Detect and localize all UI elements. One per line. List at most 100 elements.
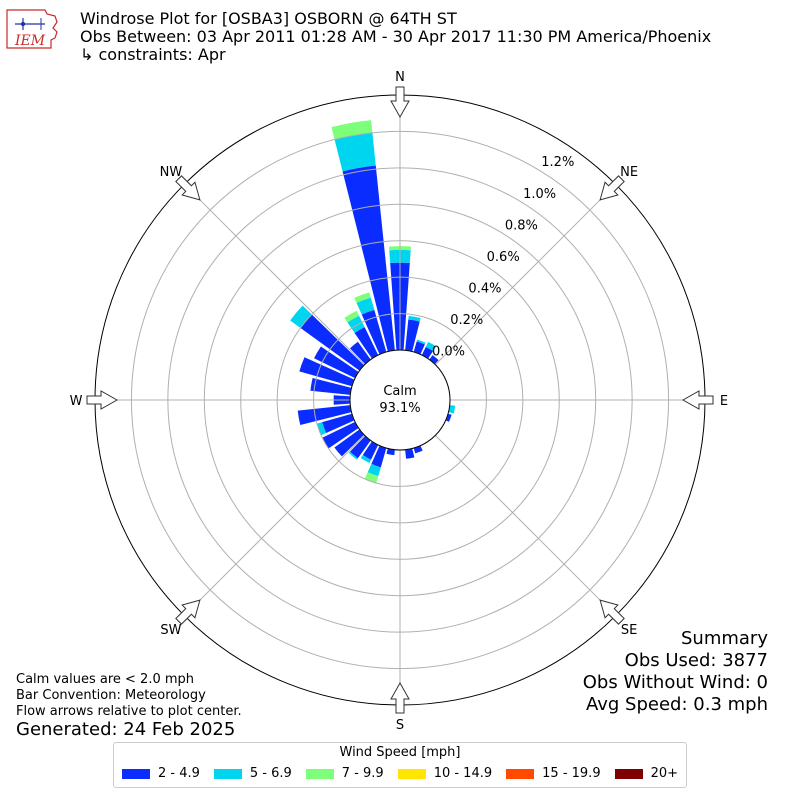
bar-230-bin-0 <box>334 429 365 457</box>
calm-value: 93.1% <box>379 401 420 416</box>
bar-210-bin-1 <box>360 454 371 464</box>
radial-tick-label-3: 0.6% <box>487 250 520 265</box>
bar-30-bin-1 <box>425 341 437 352</box>
summary-obs-without-wind: Obs Without Wind: 0 <box>582 672 768 693</box>
flow-arrow-sw <box>175 599 201 625</box>
bar-350-bin-2 <box>331 120 373 140</box>
legend-label-0: 2 - 4.9 <box>157 766 200 781</box>
bar-200-bin-2 <box>364 472 379 484</box>
legend-label-4: 15 - 19.9 <box>542 766 601 781</box>
bar-250-bin-1 <box>316 422 327 436</box>
generated-date: Generated: 24 Feb 2025 <box>16 719 236 740</box>
direction-label-s: S <box>396 718 404 733</box>
legend-swatch-1 <box>213 768 242 779</box>
radial-tick-label-0: 0.0% <box>432 345 465 360</box>
legend-title: Wind Speed [mph] <box>339 745 461 760</box>
bar-320-bin-0 <box>349 341 371 365</box>
grid-spoke-1 <box>435 183 617 365</box>
bar-340-bin-1 <box>356 297 375 315</box>
direction-label-w: W <box>70 394 83 409</box>
bar-190-bin-0 <box>386 448 395 456</box>
summary-avg-speed: Avg Speed: 0.3 mph <box>586 694 768 715</box>
legend-item-1: 5 - 6.9 <box>213 766 292 781</box>
bar-20-bin-1 <box>416 339 426 345</box>
bar-10-bin-0 <box>405 319 420 352</box>
bar-100-bin-1 <box>448 405 456 414</box>
bar-200-bin-0 <box>371 445 387 468</box>
bar-350-bin-1 <box>334 132 376 172</box>
calm-circle <box>349 349 451 451</box>
legend-item-4: 15 - 19.9 <box>506 766 601 781</box>
legend-swatch-2 <box>305 768 334 779</box>
radial-tick-label-6: 1.2% <box>541 155 574 170</box>
summary-box: Summary Obs Used: 3877 Obs Without Wind:… <box>583 628 768 716</box>
legend-swatch-3 <box>397 768 426 779</box>
bar-240-bin-0 <box>322 421 359 449</box>
flow-arrow-n <box>390 86 410 119</box>
flow-arrow-s <box>390 681 410 714</box>
title-line-1: Windrose Plot for [OSBA3] OSBORN @ 64TH … <box>80 9 457 28</box>
calm-note: Calm values are < 2.0 mph <box>16 672 195 687</box>
legend-item-3: 10 - 14.9 <box>397 766 493 781</box>
direction-label-sw: SW <box>160 623 181 638</box>
direction-label-n: N <box>395 70 405 85</box>
bar-40-bin-0 <box>429 355 439 365</box>
bar-300-bin-0 <box>314 346 359 379</box>
bar-290-bin-0 <box>299 357 355 387</box>
bar-250-bin-0 <box>322 413 355 434</box>
legend-swatch-0 <box>121 768 150 779</box>
grid-spoke-7 <box>183 183 365 365</box>
bar-110-bin-0 <box>445 413 452 422</box>
bar-340-bin-0 <box>361 309 387 355</box>
logo-text: IEM <box>14 33 46 49</box>
legend-label-2: 7 - 9.9 <box>341 766 384 781</box>
bar-200-bin-1 <box>367 463 381 477</box>
bar-310-bin-0 <box>300 314 365 371</box>
title-line-3: ↳ constraints: Apr <box>80 45 226 64</box>
direction-label-se: SE <box>621 623 637 638</box>
flow-arrow-se <box>599 599 625 625</box>
bar-220-bin-1 <box>348 451 358 460</box>
legend-swatch-5 <box>614 768 643 779</box>
chart-notes: Calm values are < 2.0 mph Bar Convention… <box>16 672 242 720</box>
direction-label-ne: NE <box>620 165 638 180</box>
bar-convention-note: Bar Convention: Meteorology <box>16 688 206 703</box>
bar-210-bin-0 <box>362 441 379 460</box>
bar-220-bin-0 <box>349 435 371 459</box>
bar-10-bin-1 <box>408 315 421 322</box>
iem-logo: IEM <box>6 9 58 49</box>
bar-330-bin-0 <box>354 327 379 359</box>
bar-30-bin-0 <box>421 346 434 359</box>
radial-tick-label-4: 0.8% <box>505 218 538 233</box>
legend-item-0: 2 - 4.9 <box>121 766 200 781</box>
flow-arrow-w <box>86 390 119 410</box>
legend-label-1: 5 - 6.9 <box>249 766 292 781</box>
chart-title: Windrose Plot for [OSBA3] OSBORN @ 64TH … <box>80 10 711 64</box>
bar-260-bin-0 <box>297 405 352 426</box>
flow-arrow-ne <box>599 175 625 201</box>
radial-tick-label-5: 1.0% <box>523 187 556 202</box>
direction-label-e: E <box>720 394 728 409</box>
bar-20-bin-0 <box>413 341 425 355</box>
summary-obs-used: Obs Used: 3877 <box>624 650 768 671</box>
bar-340-bin-2 <box>354 292 371 303</box>
bar-310-bin-1 <box>290 305 312 328</box>
title-line-2: Obs Between: 03 Apr 2011 01:28 AM - 30 A… <box>80 27 712 46</box>
flow-note: Flow arrows relative to plot center. <box>16 704 242 719</box>
legend-swatch-4 <box>506 768 535 779</box>
legend-item-5: 20+ <box>614 766 679 781</box>
legend-label-5: 20+ <box>650 766 679 781</box>
legend-item-2: 7 - 9.9 <box>305 766 384 781</box>
bar-330-bin-2 <box>344 310 360 323</box>
direction-label-nw: NW <box>160 165 183 180</box>
flow-arrow-e <box>681 390 714 410</box>
radial-tick-label-1: 0.2% <box>450 313 483 328</box>
legend-items: 2 - 4.9 5 - 6.9 7 - 9.9 10 - 14.9 15 - 19.9 2… <box>114 766 686 781</box>
calm-label: Calm <box>383 384 416 399</box>
legend: Wind Speed [mph] 2 - 4.9 5 - 6.9 7 - 9.9 10… <box>113 742 687 788</box>
bar-350-bin-0 <box>342 165 395 352</box>
radial-tick-label-2: 0.4% <box>468 281 501 296</box>
legend-label-3: 10 - 14.9 <box>433 766 493 781</box>
summary-title: Summary <box>681 628 768 649</box>
